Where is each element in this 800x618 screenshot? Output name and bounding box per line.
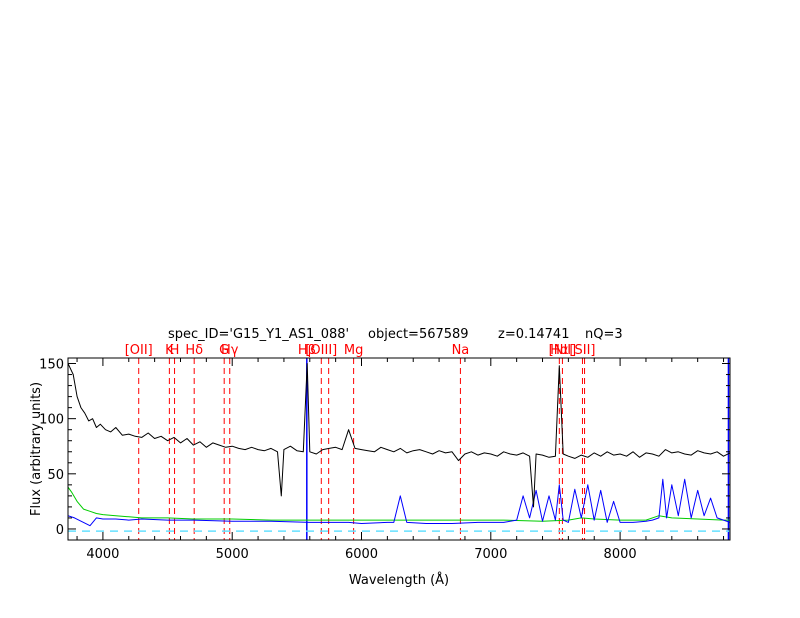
line-label-2: H [170, 343, 180, 358]
y-tick-label-0: 0 [56, 523, 64, 538]
y-tick-label-3: 150 [39, 358, 64, 373]
spec-id-label: spec_ID='G15_Y1_AS1_088' [168, 327, 349, 342]
x-tick-label-0: 4000 [86, 547, 119, 562]
x-tick-label-2: 6000 [345, 547, 378, 562]
series-layer [68, 363, 730, 532]
tick-layer: 4000 5000 6000 7000 8000 0 50 100 150 [39, 358, 730, 562]
object-label: object=567589 [368, 327, 469, 342]
plot-frame [67, 357, 731, 541]
line-label-layer: [OII] KH Hδ GHγ Hβ[OIII] Mg Na Hα[NII][SII] [125, 343, 596, 358]
x-tick-label-1: 5000 [216, 547, 249, 562]
line-label-4: G [219, 343, 229, 358]
line-marker-layer [138, 358, 730, 540]
line-label-11: Hα [550, 343, 568, 358]
y-tick-label-1: 50 [47, 468, 64, 483]
line-label-9: Mg [344, 343, 363, 358]
line-label-5: Hγ [221, 343, 239, 358]
line-label-7: [OIII] [305, 343, 337, 358]
line-label-12: [NII] [549, 343, 577, 358]
line-label-13: [SII] [569, 343, 595, 358]
line-label-1: K [165, 343, 174, 358]
y-axis-label: Flux (arbitrary units) [29, 382, 44, 516]
template-series [68, 486, 730, 522]
error-series [68, 478, 730, 527]
y-tick-label-2: 100 [39, 413, 64, 428]
flux-series [68, 363, 730, 508]
line-label-0: [OII] [125, 343, 153, 358]
line-label-6: Hβ [298, 343, 316, 358]
line-label-3: Hδ [185, 343, 203, 358]
redshift-label: z=0.14741 [498, 327, 569, 342]
line-label-10: Na [452, 343, 470, 358]
x-axis-label: Wavelength (Å) [349, 572, 449, 588]
x-tick-label-4: 8000 [604, 547, 637, 562]
quality-label: nQ=3 [585, 327, 623, 342]
x-tick-label-3: 7000 [474, 547, 507, 562]
